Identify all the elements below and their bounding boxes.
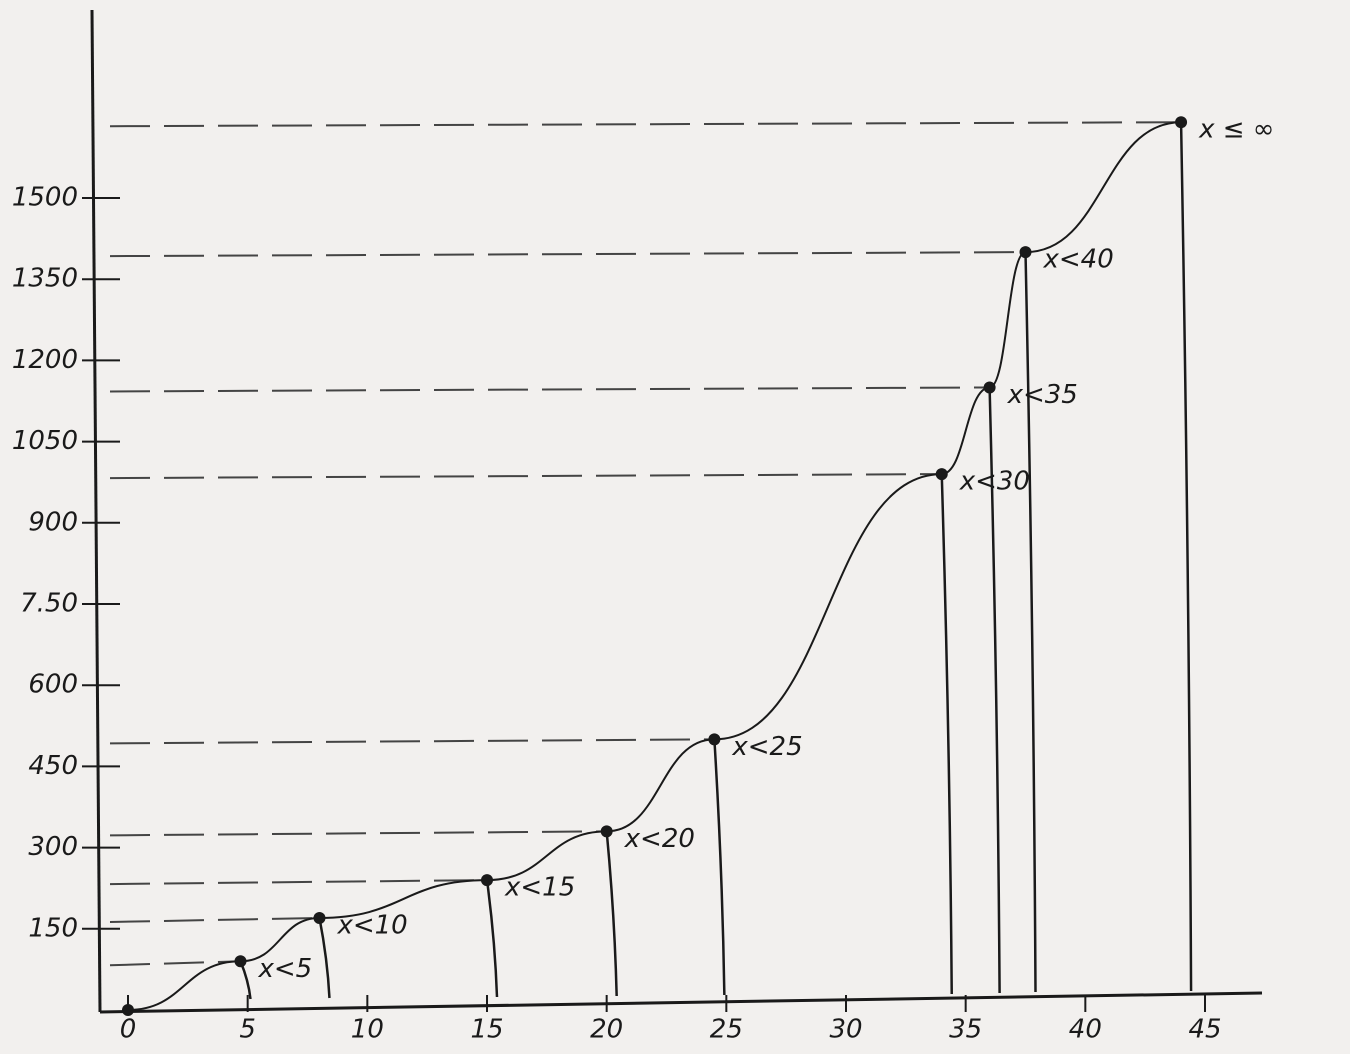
y-tick-label: 450 [28, 751, 78, 781]
y-tick-label: 1350 [12, 264, 78, 294]
x-tick-label: 40 [1069, 1015, 1102, 1045]
x-tick-label: 25 [710, 1015, 743, 1045]
x-tick-label: 30 [829, 1015, 862, 1045]
point [1175, 116, 1187, 128]
x-tick-label: 35 [949, 1015, 982, 1045]
point-label: x<40 [1043, 245, 1114, 275]
point-label: x<10 [336, 910, 407, 940]
y-tick-label: 1200 [12, 345, 78, 375]
x-tick-label: 10 [351, 1015, 384, 1045]
x-tick-label: 45 [1188, 1015, 1221, 1045]
chart: 0 5 10 15 20 25 30 35 40 45 150 300 450 600 7.50 900 105… [0, 0, 1350, 1054]
point-label: x ≤ ∞ [1198, 115, 1274, 145]
x-tick-label: 15 [470, 1015, 503, 1045]
y-tick-label: 1500 [12, 183, 78, 213]
point-label: x<20 [624, 824, 695, 854]
x-tick-label: 0 [120, 1015, 137, 1045]
x-tick-label: 20 [590, 1015, 623, 1045]
point-label: x<5 [257, 954, 312, 984]
point [1020, 246, 1032, 258]
y-tick-label: 600 [28, 670, 78, 700]
point [234, 955, 246, 967]
y-tick-label: 1050 [12, 426, 78, 456]
point-label: x<35 [1007, 380, 1078, 410]
point [313, 912, 325, 924]
point [122, 1004, 134, 1016]
point [984, 381, 996, 393]
y-tick-label: 7.50 [20, 589, 78, 619]
y-tick-label: 300 [28, 832, 78, 862]
point-label: x<30 [959, 467, 1030, 497]
x-tick-label: 5 [239, 1015, 256, 1045]
y-tick-label: 150 [28, 913, 78, 943]
y-tick-label: 900 [28, 507, 78, 537]
point [601, 825, 613, 837]
point-label: x<15 [504, 873, 575, 903]
point [481, 874, 493, 886]
point [708, 733, 720, 745]
point-label: x<25 [731, 732, 802, 762]
point [936, 468, 948, 480]
paper [0, 0, 1350, 1054]
